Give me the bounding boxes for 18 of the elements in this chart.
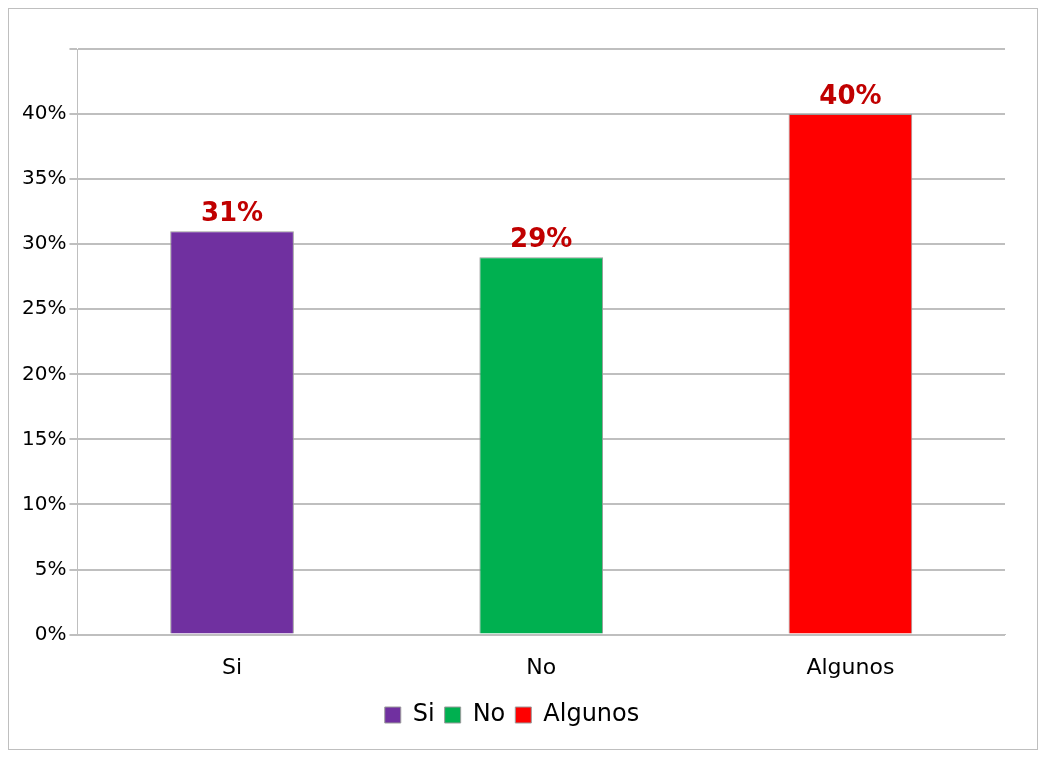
x-tick-label: Algunos [806,653,895,679]
data-label: 31% [200,196,264,227]
legend-label: No [472,699,506,728]
y-tick-label: 15% [22,425,67,450]
y-tick-label: 35% [22,165,67,190]
y-tick-label: 40% [22,100,67,125]
data-label: 29% [510,222,573,253]
y-tick-label: 0% [34,620,67,645]
x-tick-label: Si [222,653,243,679]
legend-label: Algunos [543,699,640,728]
legend-label: Si [412,699,435,728]
y-tick-label: 10% [22,490,67,515]
data-label: 40% [819,79,882,110]
x-tick-label: No [526,653,557,679]
y-tick-label: 30% [22,230,67,255]
y-tick-label: 25% [22,295,67,320]
y-tick-label: 20% [22,360,67,385]
y-tick-label: 5% [34,555,67,580]
